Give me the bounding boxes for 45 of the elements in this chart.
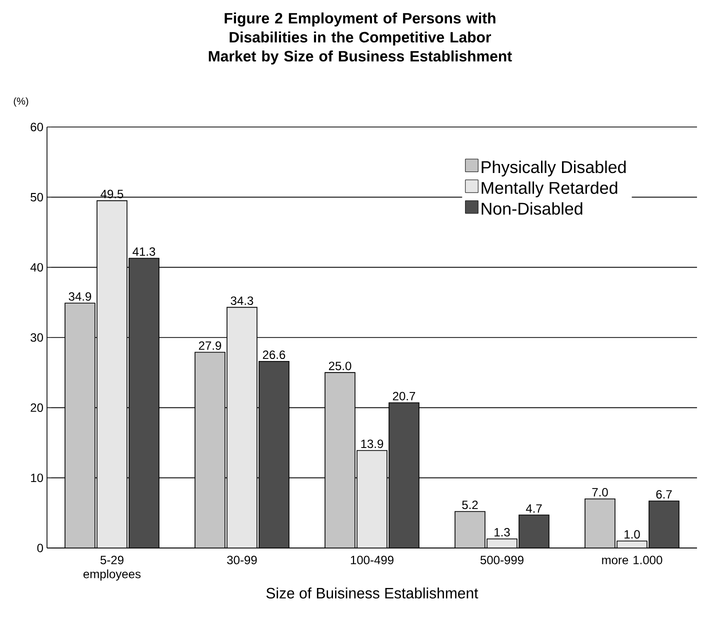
x-axis-title: Size of Buisiness Establishment [266,587,478,598]
y-tick-label: 60 [30,122,44,132]
legend-label: Mentally Retarded [482,181,618,198]
data-label: 4.7 [526,504,542,513]
bar [194,352,226,548]
bar [96,200,128,548]
data-label: 34.3 [230,296,254,305]
bar [388,402,420,548]
x-tick-label: more 1.000 [602,556,662,564]
x-tick-label: 500-999 [480,556,524,564]
bar [356,450,388,548]
data-label: 5.2 [462,500,478,510]
bar [128,258,160,548]
bar [584,498,616,548]
data-label: 1.3 [494,528,510,536]
bar [258,360,290,548]
bar [454,511,486,548]
data-label: 13.9 [361,440,384,448]
y-tick-label: 30 [30,333,44,342]
bar [226,306,258,548]
data-label: 1.0 [624,530,640,539]
y-tick-label: 50 [30,192,44,202]
data-label: 25.0 [328,362,352,370]
x-tick-label: 30-99 [227,556,257,564]
y-tick-label: 20 [30,403,44,412]
data-label: 34.9 [68,292,92,301]
data-label: 7.0 [592,488,608,496]
bar [648,500,680,548]
data-label: 6.7 [656,490,672,499]
y-tick-label: 10 [31,474,44,482]
data-label: 20.7 [392,392,416,400]
x-tick-label: 5-29 employees [84,556,141,581]
bar [324,372,356,548]
legend-label: Physically Disabled [482,160,626,177]
legend-label: Non-Disabled [482,202,582,215]
y-tick-label: 0 [37,544,44,552]
bar [518,514,550,548]
bar [64,302,96,548]
data-label: 26.6 [262,350,286,359]
y-tick-label: 40 [30,263,44,272]
y-axis-title: (%) [14,97,28,107]
data-label: 27.9 [198,341,222,350]
data-label: 41.3 [132,247,156,256]
x-tick-label: 100-499 [350,556,394,564]
chart-title: Figure 2 Employment of Persons with Disabilities in the Competitive Labor Market by Size of Business Establishment [208,12,512,64]
